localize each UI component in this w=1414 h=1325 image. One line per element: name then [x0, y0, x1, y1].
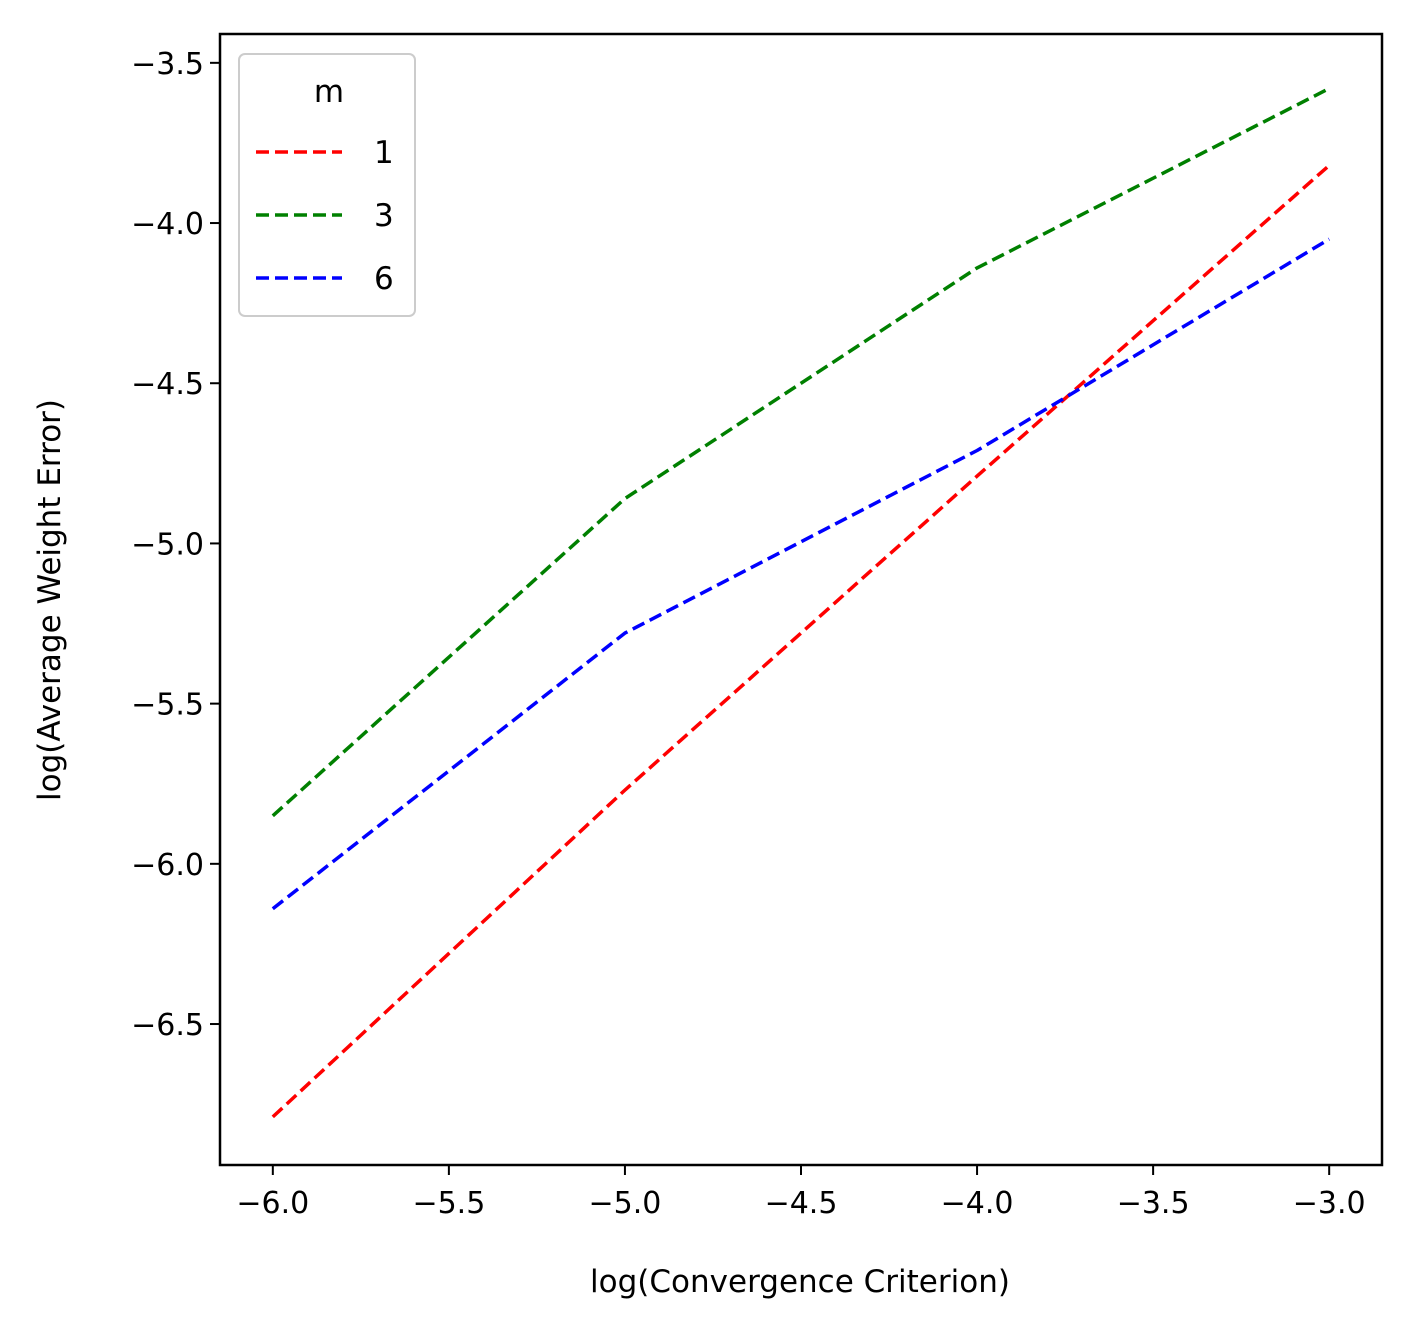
y-tick-label: −5.0	[131, 527, 204, 562]
legend-box	[238, 53, 416, 317]
y-tick-label: −3.5	[131, 47, 204, 82]
x-tick-label: −3.0	[1293, 1186, 1366, 1221]
x-tick-label: −3.5	[1117, 1186, 1190, 1221]
x-tick-label: −6.0	[236, 1186, 309, 1221]
y-tick-label: −4.0	[131, 207, 204, 242]
y-tick-label: −5.5	[131, 688, 204, 723]
legend: m1 3 6	[238, 53, 416, 317]
legend-label-1: 1	[374, 135, 394, 171]
x-axis-label: log(Convergence Criterion)	[590, 1264, 1010, 1300]
series-line-6	[271, 237, 1331, 911]
series-line-3	[271, 86, 1330, 818]
x-axis-ticks: −6.0 −5.5 −5.0 −4.5 −4.0 −3.5 −3.0	[236, 1165, 1366, 1221]
y-tick-label: −6.5	[131, 1008, 204, 1043]
y-axis-label: log(Average Weight Error)	[32, 399, 68, 801]
x-tick-label: −5.0	[589, 1186, 662, 1221]
x-tick-label: −4.0	[941, 1186, 1014, 1221]
legend-title: m	[314, 74, 344, 110]
series-line-1	[271, 164, 1331, 1119]
x-tick-label: −5.5	[412, 1186, 485, 1221]
y-tick-label: −6.0	[131, 848, 204, 883]
y-axis-ticks: −3.5 −4.0 −4.5 −5.0 −5.5 −6.0 −6.5	[131, 47, 220, 1043]
legend-label-6: 6	[374, 261, 394, 297]
legend-label-3: 3	[374, 198, 394, 234]
series-layer	[271, 86, 1331, 1119]
y-tick-label: −4.5	[131, 367, 204, 402]
x-tick-label: −4.5	[765, 1186, 838, 1221]
